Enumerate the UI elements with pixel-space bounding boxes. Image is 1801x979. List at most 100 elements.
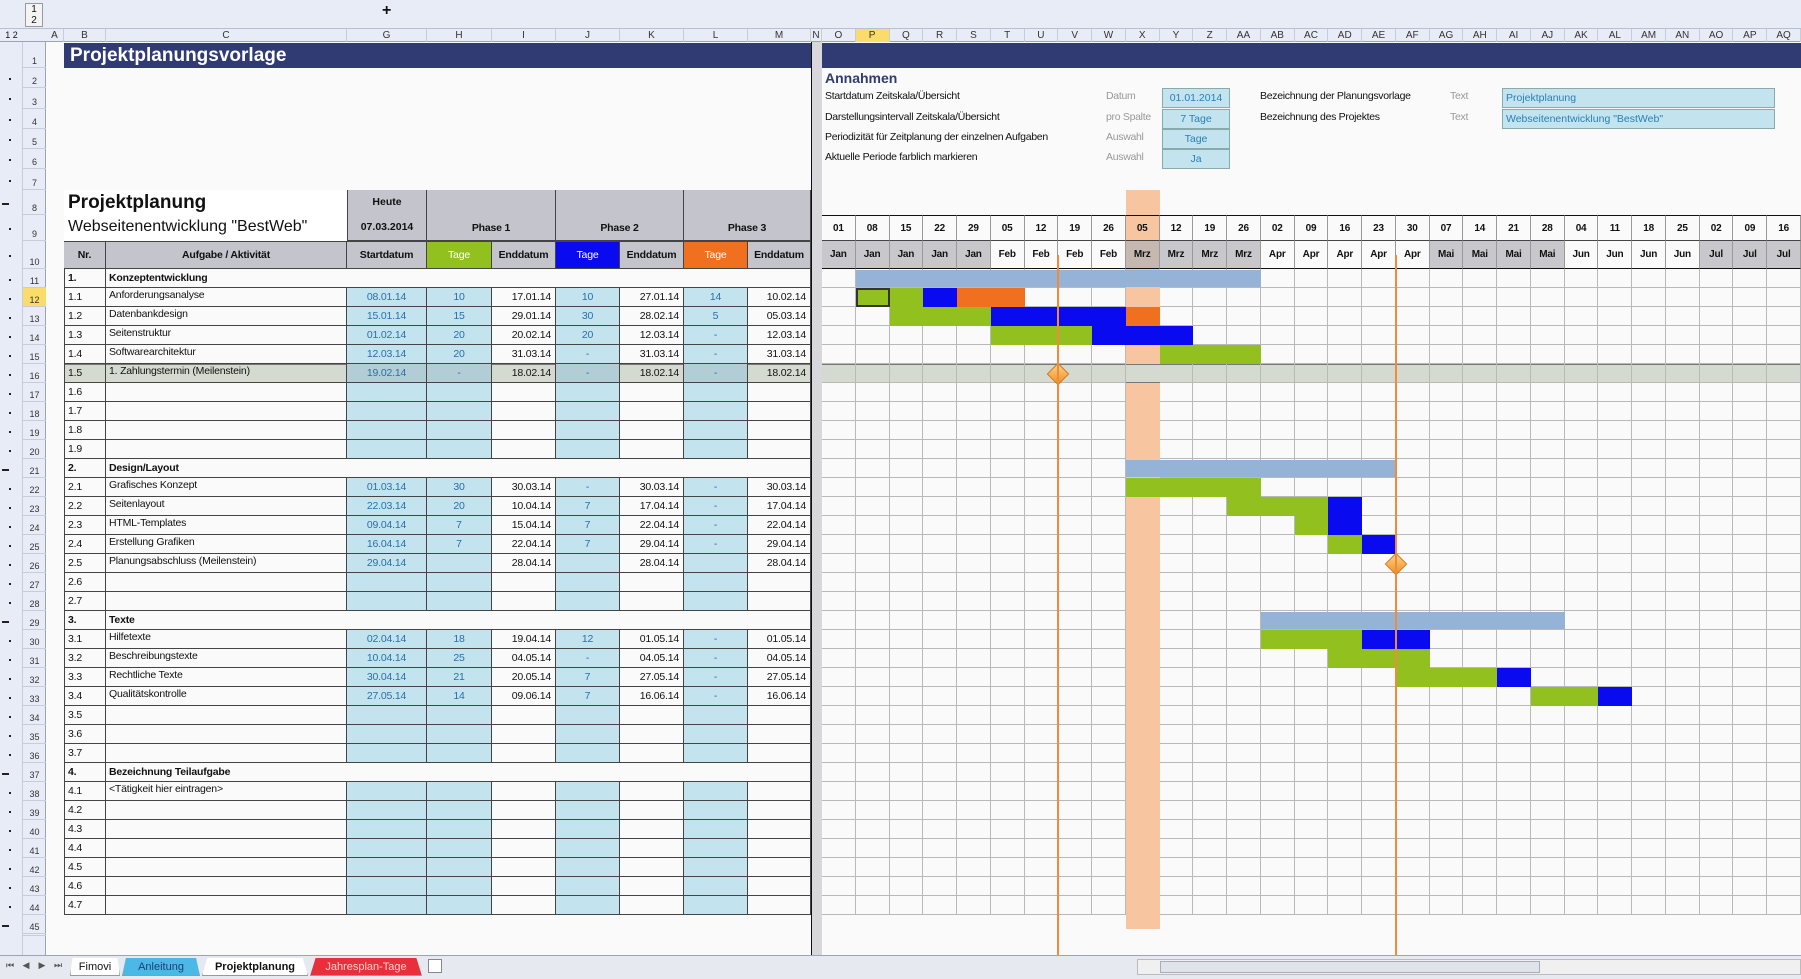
column-header-V[interactable]: V [1058, 29, 1093, 42]
task-number[interactable]: 1.5 [64, 364, 106, 383]
phase1-bar[interactable] [1125, 478, 1261, 497]
phase3-days-input[interactable] [684, 383, 748, 402]
column-header-AE[interactable]: AE [1362, 29, 1396, 42]
start-date-input[interactable] [347, 839, 427, 858]
column-header-AA[interactable]: AA [1227, 29, 1261, 42]
column-header-S[interactable]: S [957, 29, 991, 42]
phase1-days-input[interactable] [427, 877, 492, 896]
summary-bar[interactable] [1260, 612, 1565, 629]
column-header-AJ[interactable]: AJ [1531, 29, 1565, 42]
phase3-days-input[interactable]: - [684, 649, 748, 668]
phase1-days-input[interactable]: 20 [427, 345, 492, 364]
row-header-9[interactable]: 9 [23, 215, 46, 241]
task-name[interactable] [106, 801, 347, 820]
row-header-24[interactable]: 24 [23, 516, 46, 535]
task-number[interactable]: 4. [64, 763, 106, 782]
phase1-bar[interactable] [1530, 687, 1599, 706]
task-number[interactable]: 3.3 [64, 668, 106, 687]
column-header-AC[interactable]: AC [1295, 29, 1329, 42]
task-name[interactable] [106, 383, 347, 402]
phase1-bar[interactable] [1159, 345, 1261, 364]
column-header-X[interactable]: X [1126, 29, 1160, 42]
phase2-bar[interactable] [1328, 516, 1363, 535]
worksheet-grid[interactable]: Projektplanungsvorlage Annahmen Startdat… [46, 42, 1801, 955]
start-date-input[interactable] [347, 725, 427, 744]
phase1-bar[interactable] [855, 288, 924, 307]
tab-scroll-button[interactable]: ⏮ [5, 960, 15, 970]
phase1-days-input[interactable] [427, 706, 492, 725]
task-name[interactable]: Erstellung Grafiken [106, 535, 347, 554]
task-number[interactable]: 3.6 [64, 725, 106, 744]
task-number[interactable]: 2.2 [64, 497, 106, 516]
phase1-days-input[interactable]: 30 [427, 478, 492, 497]
phase2-days-input[interactable] [556, 706, 620, 725]
phase3-days-input[interactable] [684, 573, 748, 592]
phase3-days-input[interactable]: - [684, 345, 748, 364]
row-header-29[interactable]: 29 [23, 611, 46, 630]
task-name[interactable] [106, 573, 347, 592]
row-header-28[interactable]: 28 [23, 592, 46, 611]
column-header-AO[interactable]: AO [1700, 29, 1734, 42]
phase1-days-input[interactable] [427, 839, 492, 858]
column-header-U[interactable]: U [1025, 29, 1059, 42]
tab-scroll-button[interactable]: ▶ [38, 960, 46, 970]
column-header-AP[interactable]: AP [1733, 29, 1768, 42]
start-date-input[interactable] [347, 592, 427, 611]
start-date-input[interactable]: 29.04.14 [347, 554, 427, 573]
start-date-input[interactable]: 09.04.14 [347, 516, 427, 535]
phase3-days-input[interactable]: - [684, 630, 748, 649]
phase3-bar[interactable] [957, 288, 1025, 307]
column-header-J[interactable]: J [556, 29, 620, 42]
column-header-I[interactable]: I [492, 29, 556, 42]
phase2-bar[interactable] [1598, 687, 1633, 706]
phase1-days-input[interactable] [427, 744, 492, 763]
start-date-input[interactable]: 12.03.14 [347, 345, 427, 364]
task-name[interactable] [106, 706, 347, 725]
task-name[interactable]: <Tätigkeit hier eintragen> [106, 782, 347, 801]
phase2-days-input[interactable]: - [556, 345, 620, 364]
phase2-bar[interactable] [1362, 535, 1396, 554]
phase1-bar[interactable] [1395, 668, 1498, 687]
phase1-days-input[interactable]: 20 [427, 497, 492, 516]
phase3-days-input[interactable] [684, 820, 748, 839]
start-date-input[interactable] [347, 573, 427, 592]
task-name[interactable] [106, 839, 347, 858]
phase3-days-input[interactable] [684, 592, 748, 611]
phase2-days-input[interactable] [556, 820, 620, 839]
task-name[interactable]: Beschreibungstexte [106, 649, 347, 668]
phase2-days-input[interactable] [556, 782, 620, 801]
task-name[interactable] [106, 858, 347, 877]
row-header-3[interactable]: 3 [23, 88, 46, 109]
column-header-T[interactable]: T [991, 29, 1025, 42]
row-header-32[interactable]: 32 [23, 668, 46, 687]
group-title[interactable]: Texte [106, 611, 811, 630]
phase2-days-input[interactable] [556, 573, 620, 592]
phase1-days-input[interactable]: 21 [427, 668, 492, 687]
start-date-input[interactable] [347, 801, 427, 820]
phase2-days-input[interactable] [556, 440, 620, 459]
row-header-30[interactable]: 30 [23, 630, 46, 649]
column-header-M[interactable]: M [748, 29, 811, 42]
start-date-input[interactable]: 08.01.14 [347, 288, 427, 307]
phase1-bar[interactable] [1260, 630, 1363, 649]
phase3-bar[interactable] [1125, 307, 1160, 326]
task-number[interactable]: 3.1 [64, 630, 106, 649]
collapse-group-button[interactable] [2, 772, 9, 775]
phase2-days-input[interactable]: - [556, 478, 620, 497]
start-date-input[interactable] [347, 744, 427, 763]
selected-cell[interactable] [855, 288, 890, 307]
phase3-days-input[interactable]: - [684, 364, 748, 383]
phase3-days-input[interactable] [684, 858, 748, 877]
task-number[interactable]: 4.1 [64, 782, 106, 801]
task-number[interactable]: 2.7 [64, 592, 106, 611]
assumption-value-input[interactable]: Ja [1162, 149, 1230, 170]
phase1-days-input[interactable]: 20 [427, 326, 492, 345]
phase1-bar[interactable] [1294, 516, 1329, 535]
phase3-days-input[interactable]: - [684, 326, 748, 345]
phase1-days-input[interactable]: 25 [427, 649, 492, 668]
phase1-days-input[interactable] [427, 801, 492, 820]
sheet-tab-jahresplan-tage[interactable]: Jahresplan-Tage [310, 958, 422, 976]
task-name[interactable]: Hilfetexte [106, 630, 347, 649]
task-number[interactable]: 2.3 [64, 516, 106, 535]
row-header-45[interactable]: 45 [23, 915, 46, 934]
